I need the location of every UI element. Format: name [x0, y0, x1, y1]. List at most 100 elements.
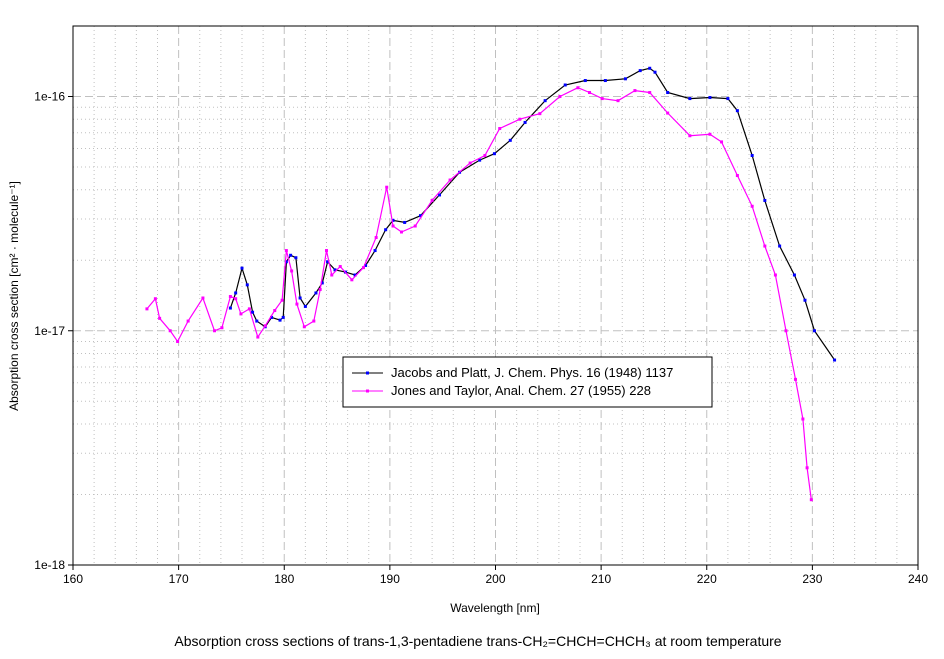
data-point: [333, 268, 337, 272]
data-point: [145, 307, 149, 311]
data-point: [255, 319, 259, 323]
data-point: [792, 273, 796, 277]
data-point: [168, 329, 172, 333]
data-point: [361, 266, 365, 270]
data-point: [430, 198, 434, 202]
legend-box: [342, 356, 713, 408]
data-point: [750, 204, 754, 208]
data-point: [518, 117, 522, 121]
data-point: [289, 253, 293, 257]
data-point: [812, 329, 816, 333]
data-point: [314, 291, 318, 295]
data-point: [448, 178, 452, 182]
data-point: [284, 249, 288, 253]
data-point: [803, 298, 807, 302]
data-point: [763, 244, 767, 248]
data-point: [373, 249, 377, 253]
data-point: [523, 120, 527, 124]
data-point: [186, 319, 190, 323]
data-point: [330, 273, 334, 277]
data-point: [666, 111, 670, 115]
data-point: [616, 99, 620, 103]
data-point: [726, 97, 730, 101]
data-point: [353, 273, 357, 277]
x-tick-label: 160: [63, 572, 83, 586]
data-point: [284, 260, 288, 264]
legend-marker-jacobs: [366, 371, 369, 375]
data-point: [735, 109, 739, 113]
data-point: [763, 198, 767, 202]
data-point: [234, 291, 238, 295]
data-point: [391, 218, 395, 222]
y-tick-label: 1e-18: [34, 558, 65, 572]
legend-label-jones: Jones and Taylor, Anal. Chem. 27 (1955) …: [391, 383, 651, 398]
data-point: [588, 91, 592, 95]
data-point: [498, 127, 502, 131]
data-point: [384, 228, 388, 232]
x-tick-label: 200: [485, 572, 505, 586]
data-point: [273, 309, 277, 313]
x-tick-label: 180: [274, 572, 294, 586]
data-point: [558, 95, 562, 99]
data-point: [374, 236, 378, 240]
data-point: [603, 79, 607, 83]
data-point: [312, 319, 316, 323]
data-point: [318, 288, 322, 292]
data-point: [263, 324, 267, 328]
data-point: [278, 318, 282, 322]
data-point: [239, 312, 243, 316]
data-point: [228, 306, 232, 310]
grid: [73, 26, 918, 565]
data-point: [247, 307, 251, 311]
x-tick-label: 220: [697, 572, 717, 586]
data-point: [391, 224, 395, 228]
data-point: [256, 335, 260, 339]
data-point: [228, 295, 232, 299]
data-point: [290, 269, 294, 273]
data-point: [563, 83, 567, 87]
data-point: [638, 69, 642, 73]
data-point: [220, 326, 224, 330]
data-point: [648, 66, 652, 70]
data-point: [805, 466, 809, 470]
data-point: [295, 302, 299, 306]
data-point: [201, 296, 205, 300]
data-point: [320, 281, 324, 285]
data-point: [583, 79, 587, 83]
data-point: [784, 329, 788, 333]
legend-marker-jones: [366, 389, 369, 393]
legend: Jacobs and Platt, J. Chem. Phys. 16 (194…: [342, 356, 713, 408]
data-point: [176, 339, 180, 343]
data-point: [688, 97, 692, 101]
data-point: [833, 358, 837, 362]
data-point: [364, 263, 368, 267]
data-point: [688, 134, 692, 138]
data-point: [326, 260, 330, 264]
data-point: [303, 304, 307, 308]
legend-label-jacobs: Jacobs and Platt, J. Chem. Phys. 16 (194…: [391, 365, 673, 380]
chart-caption: Absorption cross sections of trans-1,3-p…: [174, 633, 781, 649]
data-point: [213, 329, 217, 333]
data-point: [648, 91, 652, 95]
data-point: [281, 315, 285, 319]
data-point: [280, 298, 284, 302]
data-point: [793, 377, 797, 381]
data-point: [298, 296, 302, 300]
data-point: [399, 230, 403, 234]
series-line-1: [146, 87, 812, 500]
data-point: [403, 220, 407, 224]
series-line-0: [229, 67, 836, 361]
data-point: [778, 244, 782, 248]
data-point: [234, 297, 238, 301]
data-point: [251, 310, 255, 314]
data-point: [708, 96, 712, 100]
data-point: [538, 112, 542, 116]
data-point: [153, 297, 157, 301]
data-point: [720, 140, 724, 144]
data-point: [338, 265, 342, 269]
data-point: [158, 316, 162, 320]
data-point: [294, 256, 298, 260]
data-point: [468, 161, 472, 165]
data-point: [708, 132, 712, 136]
data-point: [623, 77, 627, 81]
